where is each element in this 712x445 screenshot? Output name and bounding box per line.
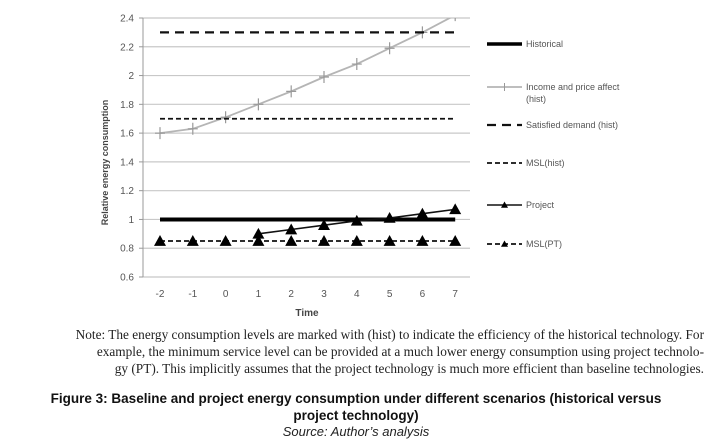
note-line-1: Note: The energy consumption levels are … xyxy=(75,327,704,342)
x-axis-title: Time xyxy=(295,308,319,319)
data-point-triangle xyxy=(219,235,232,246)
data-point-triangle xyxy=(154,235,166,246)
data-point-plus xyxy=(187,122,198,135)
x-tick-label: 5 xyxy=(387,289,393,300)
x-tick-label: 3 xyxy=(321,289,327,300)
note-line-3: gy (PT). This implicitly assumes that th… xyxy=(114,361,704,376)
x-tick-label: 4 xyxy=(354,289,360,300)
caption-line-1: Figure 3: Baseline and project energy co… xyxy=(50,391,662,406)
legend-label: MSL(hist) xyxy=(526,158,565,168)
legend-marker-triangle xyxy=(501,240,508,247)
y-tick-label: 1.6 xyxy=(120,129,134,140)
series-msl-pt xyxy=(154,235,462,246)
data-point-triangle xyxy=(318,219,330,230)
legend-item: MSL(PT) xyxy=(487,239,562,249)
data-point-triangle xyxy=(383,235,396,246)
data-point-triangle xyxy=(285,235,298,246)
y-axis-ticks: 0.6 0.8 1 1.2 1.4 1.6 1.8 2 2.2 2.4 xyxy=(120,14,134,284)
legend: Historical Income and price affect (hist) S… xyxy=(487,39,620,249)
x-tick-label: -2 xyxy=(156,289,165,300)
series-project xyxy=(252,203,462,239)
x-tick-label: 0 xyxy=(223,289,229,300)
y-tick-label: 1.2 xyxy=(120,186,134,197)
legend-item: Project xyxy=(487,200,555,210)
chart: 0.60.811.21.41.61.822.22.4 -2 -1 0 1 2 3 4 5 6 7 … xyxy=(100,14,620,320)
data-point-plus xyxy=(319,70,329,83)
legend-marker-triangle xyxy=(501,201,508,208)
data-point-triangle xyxy=(416,235,429,246)
y-tick-label: 2.4 xyxy=(120,14,134,25)
x-tick-label: 2 xyxy=(288,289,294,300)
figure-caption: Figure 3: Baseline and project energy co… xyxy=(0,390,712,424)
x-tick-label: 1 xyxy=(256,289,262,300)
data-point-triangle xyxy=(449,203,462,215)
y-tick-label: 1 xyxy=(128,215,134,226)
note-line-2: example, the minimum service level can b… xyxy=(96,344,704,359)
x-axis-ticks: -2 -1 0 1 2 3 4 5 6 7 xyxy=(156,289,459,300)
data-point-triangle xyxy=(350,214,363,226)
data-point-plus xyxy=(253,98,264,111)
x-tick-label: 6 xyxy=(420,289,426,300)
data-point-plus xyxy=(286,85,297,98)
figure-source: Source: Author’s analysis xyxy=(282,424,430,439)
legend-label: Satisfied demand (hist) xyxy=(526,120,618,130)
legend-label: Historical xyxy=(526,39,563,49)
data-point-triangle xyxy=(285,223,298,235)
gridlines xyxy=(139,17,470,278)
legend-label: MSL(PT) xyxy=(526,239,562,249)
y-axis-title: Relative energy consumption xyxy=(100,100,110,226)
y-tick-label: 2 xyxy=(128,71,134,82)
y-tick-label: 0.6 xyxy=(120,273,134,284)
data-point-triangle xyxy=(350,235,363,246)
data-point-plus xyxy=(220,111,231,124)
y-tick-label: 1.8 xyxy=(120,100,134,111)
legend-item: Historical xyxy=(487,39,563,49)
data-point-triangle xyxy=(383,212,396,223)
data-point-triangle xyxy=(252,227,265,239)
series-income-and-price-affect-hist xyxy=(155,18,456,140)
legend-item: MSL(hist) xyxy=(487,158,565,168)
y-tick-label: 2.2 xyxy=(120,42,134,53)
y-tick-label: 1.4 xyxy=(120,157,134,168)
x-tick-label: -1 xyxy=(188,289,197,300)
data-point-triangle xyxy=(252,235,265,246)
data-point-plus xyxy=(155,127,165,140)
data-point-triangle xyxy=(318,235,330,246)
legend-label: Project xyxy=(526,200,555,210)
caption-line-2: project technology) xyxy=(293,408,419,423)
data-point-plus xyxy=(384,42,395,55)
y-tick-label: 0.8 xyxy=(120,244,134,255)
legend-label: Income and price affect xyxy=(526,82,620,92)
series-layer xyxy=(154,18,462,246)
data-point-triangle xyxy=(186,235,199,246)
legend-label-line2: (hist) xyxy=(526,94,546,104)
x-tick-label: 7 xyxy=(452,289,458,300)
legend-item: Income and price affect (hist) xyxy=(487,82,620,104)
data-point-plus xyxy=(351,58,362,71)
legend-item: Satisfied demand (hist) xyxy=(487,120,618,130)
data-point-triangle xyxy=(449,235,462,246)
data-point-plus xyxy=(454,18,456,22)
figure-note: Note: The energy consumption levels are … xyxy=(14,326,704,377)
series-line xyxy=(159,18,452,135)
data-point-triangle xyxy=(416,207,429,219)
